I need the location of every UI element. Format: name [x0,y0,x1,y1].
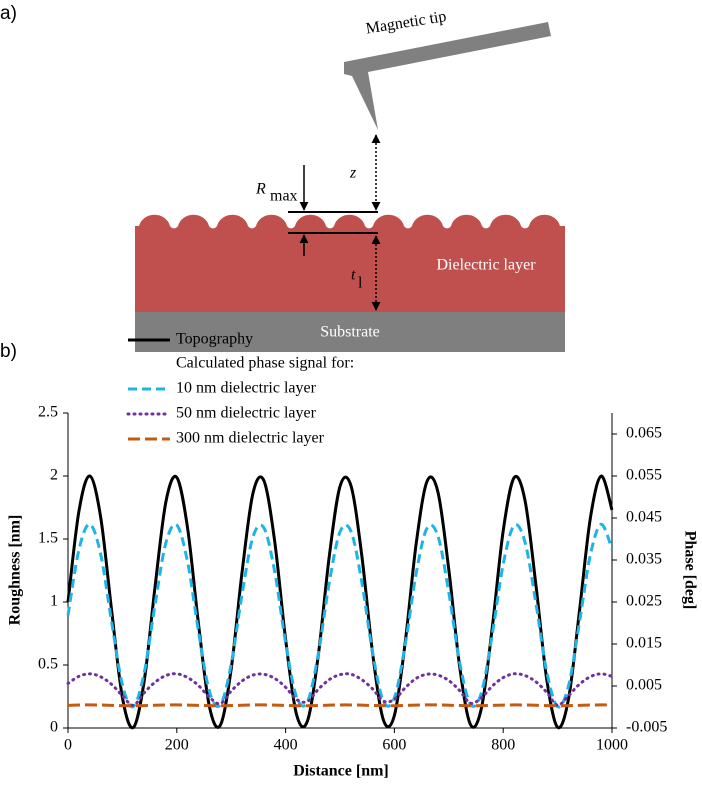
x-axis-title: Distance [nm] [293,763,389,780]
dielectric-label: Dielectric layer [436,257,536,274]
x-tick-label: 200 [165,737,189,754]
series-line [66,474,614,730]
y2-tick-label: -0.005 [626,719,667,736]
substrate [135,312,565,352]
dielectric-layer [135,214,565,312]
legend-subtitle: Calculated phase signal for: [176,355,354,372]
y2-tick-label: 0.045 [626,509,662,526]
y2-axis-title: Phase [deg] [681,531,698,610]
substrate-label: Substrate [320,324,380,341]
y2-tick-label: 0.055 [626,467,662,484]
y2-tick-label: 0.005 [626,677,662,694]
y-tick-label: 1.5 [38,530,58,547]
x-tick-label: 800 [491,737,515,754]
series-line [66,672,614,707]
y2-tick-label: 0.035 [626,551,662,568]
x-tick-label: 600 [382,737,406,754]
y2-tick-label: 0.015 [626,635,662,652]
y-tick-label: 2 [50,467,58,484]
x-tick-label: 1000 [596,737,628,754]
rmax-sub: max [270,188,298,205]
y2-tick-label: 0.025 [626,593,662,610]
t-sub: l [358,275,363,292]
x-tick-label: 0 [64,737,72,754]
y-tick-label: 2.5 [38,404,58,421]
y-tick-label: 1 [50,593,58,610]
legend-label: 50 nm dielectric layer [176,405,317,422]
y-tick-label: 0.5 [38,656,58,673]
legend-label: Topography [176,331,253,348]
x-tick-label: 400 [274,737,298,754]
tip-label: Magnetic tip [365,8,448,38]
series-line [67,703,613,708]
series-line [66,522,614,709]
rmax-label: R [255,181,266,198]
panel-label: a) [0,3,17,24]
magnetic-tip [344,22,551,130]
legend-label: 10 nm dielectric layer [176,380,317,397]
legend-label: 300 nm dielectric layer [176,430,325,447]
z-label: z [349,165,357,182]
y-tick-label: 0 [50,719,58,736]
y2-tick-label: 0.065 [626,425,662,442]
y-axis-title: Roughness [nm] [7,515,24,626]
t-label: t [351,267,356,284]
panel-label: b) [0,341,17,362]
